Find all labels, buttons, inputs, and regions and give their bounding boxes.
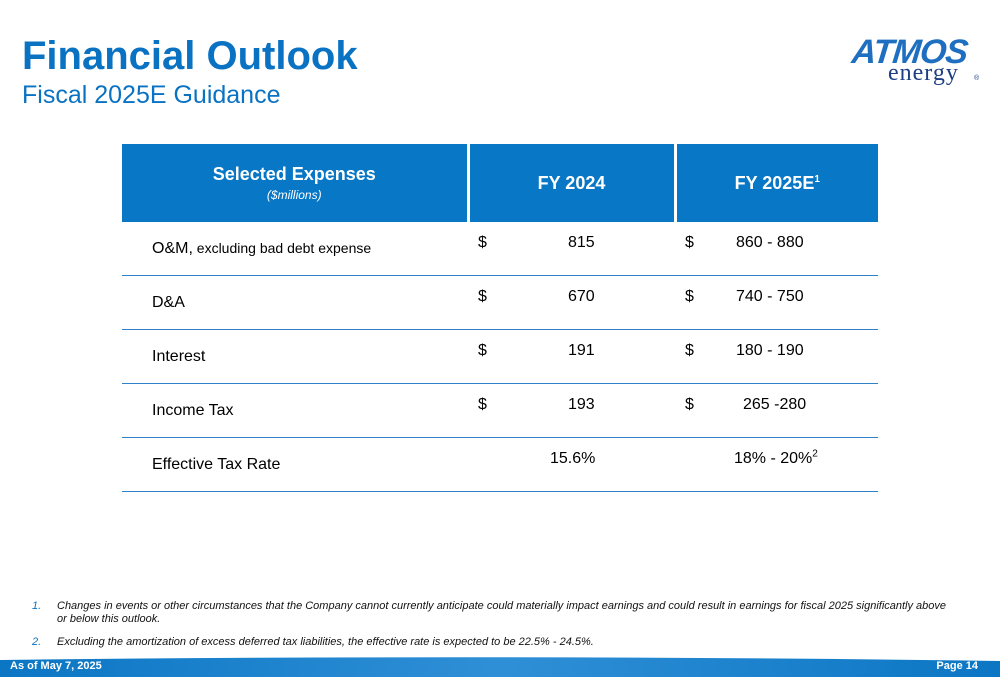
fy2025e-value: 18% - 20%2 bbox=[734, 448, 818, 468]
header-fy2025e: FY 2025E1 bbox=[675, 144, 878, 222]
currency-symbol: $ bbox=[478, 342, 487, 359]
fy2024-value: 191 bbox=[568, 342, 595, 359]
currency-symbol: $ bbox=[685, 342, 694, 359]
footnote-number: 1. bbox=[32, 600, 42, 612]
footer-bar bbox=[0, 657, 1000, 677]
currency-symbol: $ bbox=[478, 234, 487, 251]
registered-mark: ® bbox=[974, 75, 980, 82]
row-label-note: excluding bad debt expense bbox=[192, 239, 372, 256]
footnote: 2. Excluding the amortization of excess … bbox=[32, 636, 952, 649]
fy2025e-value: 860 - 880 bbox=[736, 234, 804, 251]
row-label-text: O&M, bbox=[152, 239, 193, 257]
currency-symbol: $ bbox=[685, 396, 694, 413]
fy2024-cell: $670 bbox=[468, 275, 675, 330]
row-label: O&M, excluding bad debt expense bbox=[122, 222, 468, 276]
footer-date: As of May 7, 2025 bbox=[10, 660, 102, 672]
fy2025e-cell: $860 - 880 bbox=[675, 222, 878, 276]
fy2025e-value-text: 18% - 20% bbox=[734, 450, 813, 467]
expenses-table: Selected Expenses ($millions) FY 2024 FY… bbox=[122, 144, 878, 492]
fy2025e-cell: 18% - 20%2 bbox=[675, 437, 878, 492]
atmos-energy-logo: ATMOS energy ® bbox=[848, 33, 983, 88]
fy2025e-cell: $265 -280 bbox=[675, 383, 878, 438]
fy2024-cell: 15.6% bbox=[468, 437, 675, 492]
header-fy2024-label: FY 2024 bbox=[537, 172, 606, 193]
row-label: Interest bbox=[122, 329, 468, 384]
row-label: Effective Tax Rate bbox=[122, 437, 468, 492]
footnote-number: 2. bbox=[32, 636, 42, 648]
table-header-row: Selected Expenses ($millions) FY 2024 FY… bbox=[122, 144, 878, 222]
currency-symbol: $ bbox=[685, 234, 694, 251]
fy2024-cell: $193 bbox=[468, 383, 675, 438]
footnotes: 1. Changes in events or other circumstan… bbox=[32, 600, 952, 659]
table-row: Interest $191 $180 - 190 bbox=[122, 329, 878, 384]
currency-symbol: $ bbox=[478, 396, 487, 413]
table-row: O&M, excluding bad debt expense $815 $86… bbox=[122, 222, 878, 276]
page-subtitle: Fiscal 2025E Guidance bbox=[22, 81, 281, 109]
table-row: Effective Tax Rate 15.6% 18% - 20%2 bbox=[122, 437, 878, 492]
fy2025e-value: 180 - 190 bbox=[736, 342, 804, 359]
logo-line2: energy bbox=[888, 60, 959, 86]
fy2024-value: 15.6% bbox=[550, 450, 596, 467]
footer-page-number: Page 14 bbox=[936, 660, 978, 672]
fy2025e-value: 740 - 750 bbox=[736, 288, 804, 305]
currency-symbol: $ bbox=[685, 288, 694, 305]
footnote-text: Changes in events or other circumstances… bbox=[57, 600, 947, 625]
table-row: D&A $670 $740 - 750 bbox=[122, 275, 878, 330]
row-label: D&A bbox=[122, 275, 468, 330]
fy2025e-cell: $180 - 190 bbox=[675, 329, 878, 384]
page-title: Financial Outlook bbox=[22, 34, 358, 78]
fy2024-cell: $815 bbox=[468, 222, 675, 276]
fy2025e-value: 265 -280 bbox=[743, 396, 807, 413]
footnote-ref: 2 bbox=[812, 448, 818, 460]
fy2024-value: 815 bbox=[568, 234, 595, 251]
fy2025e-cell: $740 - 750 bbox=[675, 275, 878, 330]
header-footnote-ref: 1 bbox=[814, 173, 820, 185]
footnote: 1. Changes in events or other circumstan… bbox=[32, 600, 952, 626]
currency-symbol: $ bbox=[478, 288, 487, 305]
header-selected-expenses: Selected Expenses ($millions) bbox=[122, 144, 470, 222]
header-selected-expenses-label: Selected Expenses bbox=[212, 164, 376, 184]
footnote-text: Excluding the amortization of excess def… bbox=[57, 636, 594, 648]
header-units-note: ($millions) bbox=[266, 188, 322, 202]
header-fy2025e-label: FY 2025E bbox=[734, 172, 815, 193]
table-row: Income Tax $193 $265 -280 bbox=[122, 383, 878, 438]
header-fy2024: FY 2024 bbox=[468, 144, 677, 222]
fy2024-value: 193 bbox=[568, 396, 595, 413]
fy2024-value: 670 bbox=[568, 288, 595, 305]
row-label: Income Tax bbox=[122, 383, 468, 438]
fy2024-cell: $191 bbox=[468, 329, 675, 384]
